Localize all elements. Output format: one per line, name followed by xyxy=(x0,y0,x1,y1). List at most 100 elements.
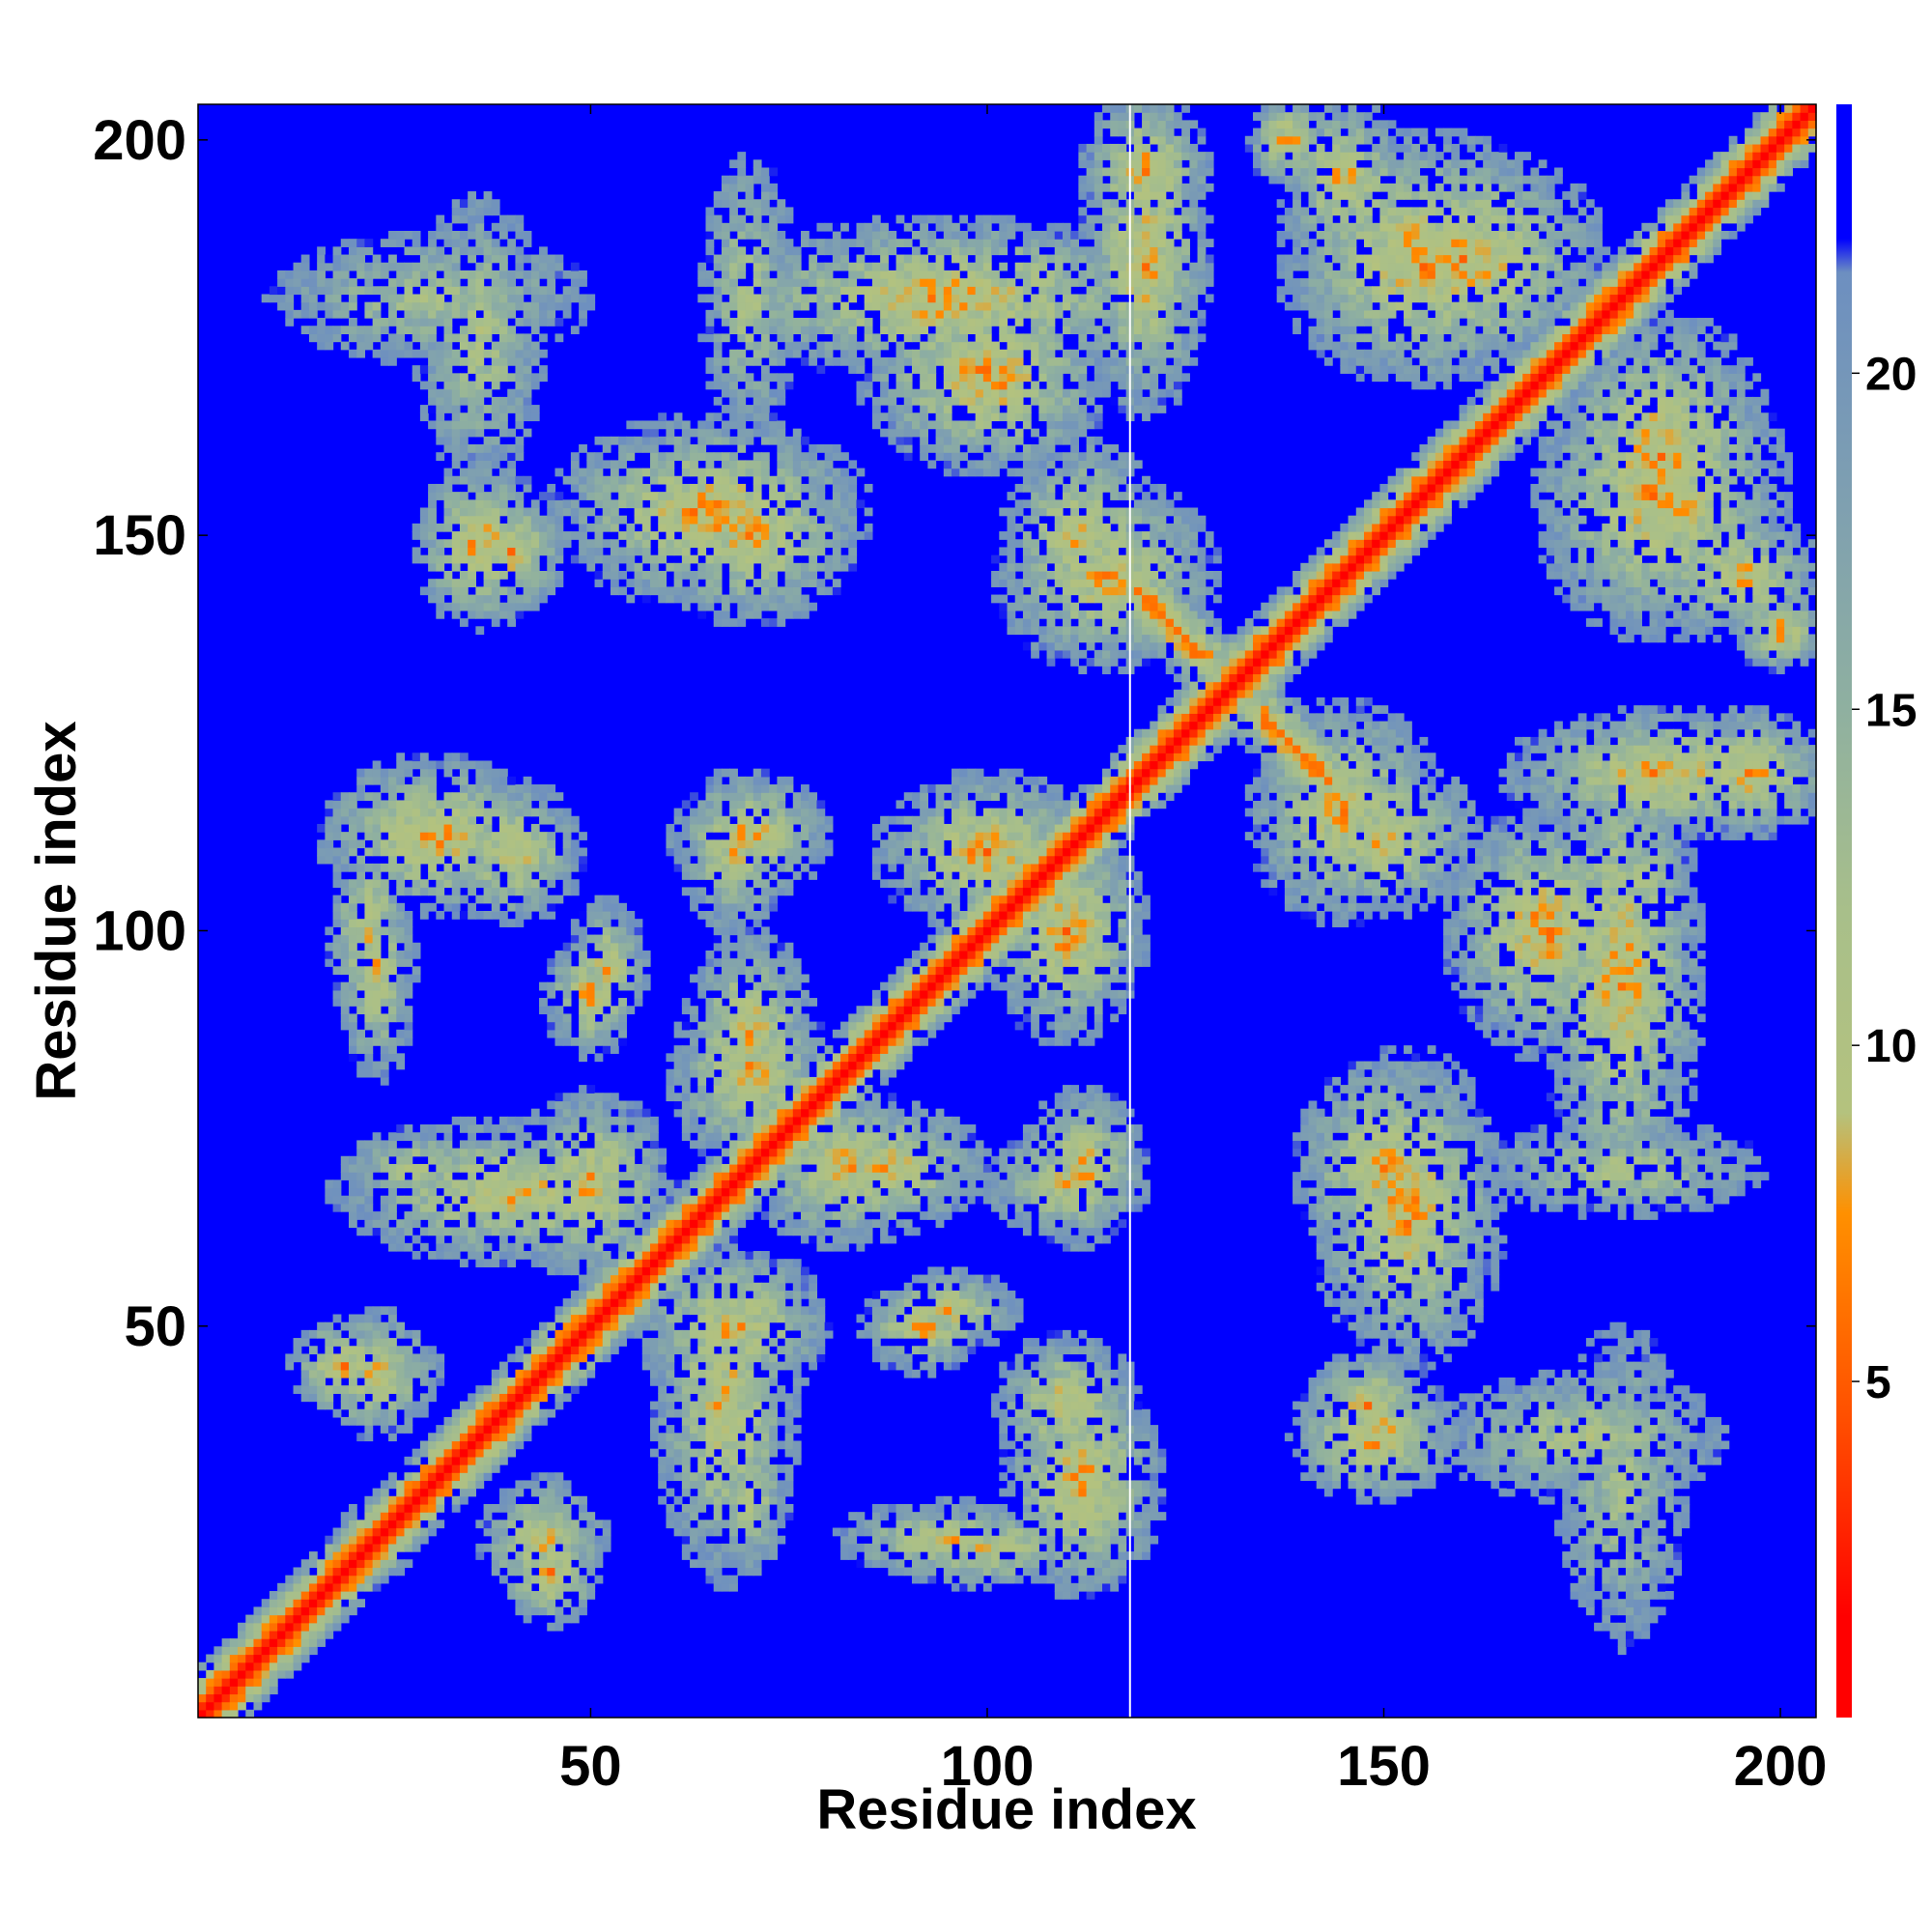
heatmap-cell xyxy=(388,1132,397,1142)
heatmap-cell xyxy=(641,1266,651,1276)
heatmap-cell xyxy=(396,808,406,817)
heatmap-cell xyxy=(499,784,508,793)
heatmap-cell xyxy=(491,1251,500,1260)
heatmap-cell xyxy=(650,554,659,564)
heatmap-cell xyxy=(547,847,556,857)
heatmap-cell xyxy=(697,492,707,500)
heatmap-cell xyxy=(356,286,366,296)
heatmap-cell xyxy=(753,768,762,778)
heatmap-cell xyxy=(602,1353,611,1363)
heatmap-cell xyxy=(602,515,611,525)
heatmap-cell xyxy=(349,839,357,849)
heatmap-cell xyxy=(499,475,508,485)
heatmap-cell xyxy=(713,1582,723,1592)
heatmap-cell xyxy=(737,1013,747,1023)
heatmap-cell xyxy=(412,887,421,896)
heatmap-cell xyxy=(705,1274,715,1284)
heatmap-cell xyxy=(650,1338,659,1347)
heatmap-cell xyxy=(364,998,374,1007)
heatmap-cell xyxy=(745,815,754,825)
heatmap-cell xyxy=(451,230,461,240)
heatmap-cell xyxy=(586,1203,596,1212)
heatmap-cell xyxy=(745,1464,754,1473)
heatmap-cell xyxy=(610,554,619,564)
heatmap-cell xyxy=(697,1433,707,1442)
heatmap-cell xyxy=(515,1401,525,1410)
heatmap-cell xyxy=(436,318,445,327)
heatmap-cell xyxy=(610,499,619,509)
heatmap-cell xyxy=(261,1646,270,1656)
heatmap-cell xyxy=(721,594,730,604)
heatmap-cell xyxy=(650,1227,659,1236)
heatmap-cell xyxy=(690,499,698,509)
heatmap-cell xyxy=(673,1068,683,1078)
heatmap-cell xyxy=(579,1599,587,1607)
heatmap-cell xyxy=(753,1353,762,1363)
heatmap-cell xyxy=(468,420,476,430)
heatmap-cell xyxy=(690,1369,698,1378)
heatmap-cell xyxy=(594,570,604,580)
heatmap-cell xyxy=(713,1361,723,1371)
heatmap-cell xyxy=(721,1416,730,1426)
heatmap-cell xyxy=(705,1021,715,1031)
heatmap-cell xyxy=(721,610,730,619)
heatmap-cell xyxy=(396,1495,406,1505)
heatmap-cell xyxy=(681,1076,691,1086)
heatmap-cell xyxy=(261,1662,270,1671)
heatmap-cell xyxy=(745,594,754,604)
heatmap-cell xyxy=(658,1155,668,1165)
heatmap-cell xyxy=(594,499,604,509)
heatmap-cell xyxy=(579,1535,587,1545)
heatmap-cell xyxy=(602,1338,611,1347)
heatmap-cell xyxy=(523,1575,532,1584)
heatmap-cell xyxy=(547,1132,556,1142)
heatmap-cell xyxy=(523,1148,532,1157)
heatmap-cell xyxy=(634,1242,643,1252)
heatmap-cell xyxy=(491,1132,500,1142)
heatmap-cell xyxy=(745,499,754,509)
heatmap-cell xyxy=(721,1021,730,1031)
heatmap-cell xyxy=(459,1408,469,1418)
heatmap-cell xyxy=(419,1440,429,1450)
heatmap-cell xyxy=(753,1456,762,1465)
heatmap-cell xyxy=(753,531,762,540)
heatmap-cell xyxy=(491,800,500,810)
heatmap-cell xyxy=(332,294,342,303)
heatmap-cell xyxy=(753,1551,762,1560)
heatmap-cell xyxy=(436,1495,445,1505)
heatmap-cell xyxy=(697,1480,707,1490)
heatmap-cell xyxy=(554,1100,564,1110)
heatmap-cell xyxy=(753,507,762,517)
heatmap-cell xyxy=(753,1068,762,1078)
heatmap-cell xyxy=(412,1456,421,1465)
heatmap-cell xyxy=(468,207,476,216)
heatmap-cell xyxy=(475,270,485,279)
heatmap-cell xyxy=(666,420,675,430)
heatmap-cell xyxy=(349,318,357,327)
heatmap-cell xyxy=(681,436,691,445)
heatmap-cell xyxy=(364,1219,374,1229)
heatmap-cell xyxy=(499,246,508,256)
heatmap-cell xyxy=(681,1100,691,1110)
heatmap-cell xyxy=(443,1132,453,1142)
heatmap-cell xyxy=(539,808,548,817)
heatmap-cell xyxy=(388,1361,397,1371)
heatmap-cell xyxy=(618,1203,627,1212)
heatmap-cell xyxy=(713,254,723,264)
heatmap-cell xyxy=(499,262,508,271)
heatmap-cell xyxy=(340,1195,350,1205)
heatmap-cell xyxy=(356,839,366,849)
heatmap-cell xyxy=(459,412,469,422)
heatmap-cell xyxy=(760,1076,770,1086)
heatmap-cell xyxy=(388,902,397,912)
heatmap-cell xyxy=(737,1093,747,1102)
heatmap-cell xyxy=(610,1346,619,1355)
heatmap-cell xyxy=(436,436,445,445)
heatmap-cell xyxy=(459,341,469,351)
heatmap-cell xyxy=(729,1163,738,1173)
heatmap-cell xyxy=(356,926,366,936)
heatmap-cell xyxy=(451,602,461,611)
heatmap-cell xyxy=(468,1393,476,1403)
heatmap-cell xyxy=(443,760,453,770)
heatmap-cell xyxy=(634,1298,643,1307)
